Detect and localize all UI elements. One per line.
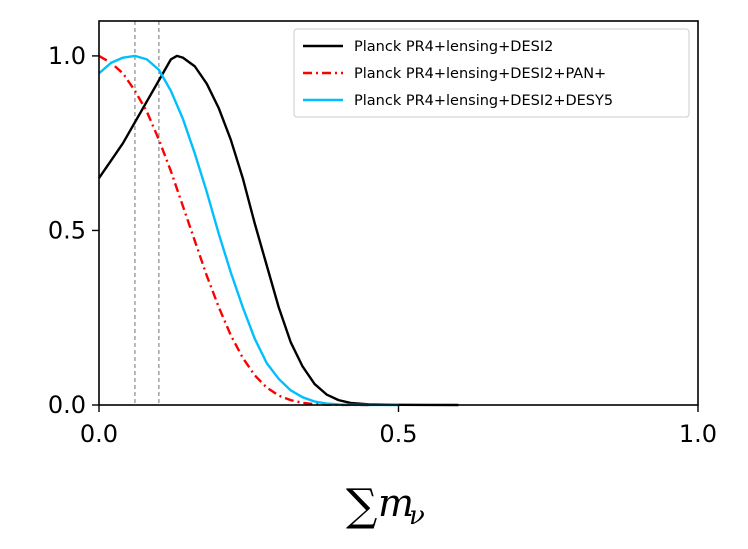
axis-ticks: 0.0 0.5 1.0 0.0 0.5 1.0 — [48, 42, 717, 448]
legend-label-planck-pr4-lensing-desi2-desy5: Planck PR4+lensing+DESI2+DESY5 — [354, 93, 613, 109]
x-label-subscript: ν — [409, 501, 425, 531]
x-label-sum-symbol: ∑ — [346, 480, 377, 531]
y-tick-label: 0.0 — [48, 391, 86, 419]
y-tick-label: 1.0 — [48, 42, 86, 70]
legend-label-planck-pr4-lensing-desi2: Planck PR4+lensing+DESI2 — [354, 39, 553, 55]
series-line-planck-pr4-lensing-desi2 — [98, 54, 459, 407]
y-tick-label: 0.5 — [48, 216, 86, 244]
x-tick-label: 1.0 — [679, 420, 717, 448]
series-line-planck-pr4-lensing-desi2-desy5 — [98, 54, 399, 407]
x-tick-label: 0.5 — [379, 420, 417, 448]
legend-label-planck-pr4-lensing-desi2-pan: Planck PR4+lensing+DESI2+PAN+ — [354, 66, 606, 82]
legend: Planck PR4+lensing+DESI2 Planck PR4+lensi… — [293, 28, 690, 118]
reference-lines — [134, 21, 160, 405]
legend-box — [293, 28, 690, 118]
x-tick-label: 0.0 — [80, 420, 118, 448]
x-axis-label: ∑ m ν — [346, 480, 425, 531]
x-label-variable: m — [378, 481, 414, 525]
series-layer — [98, 54, 459, 407]
